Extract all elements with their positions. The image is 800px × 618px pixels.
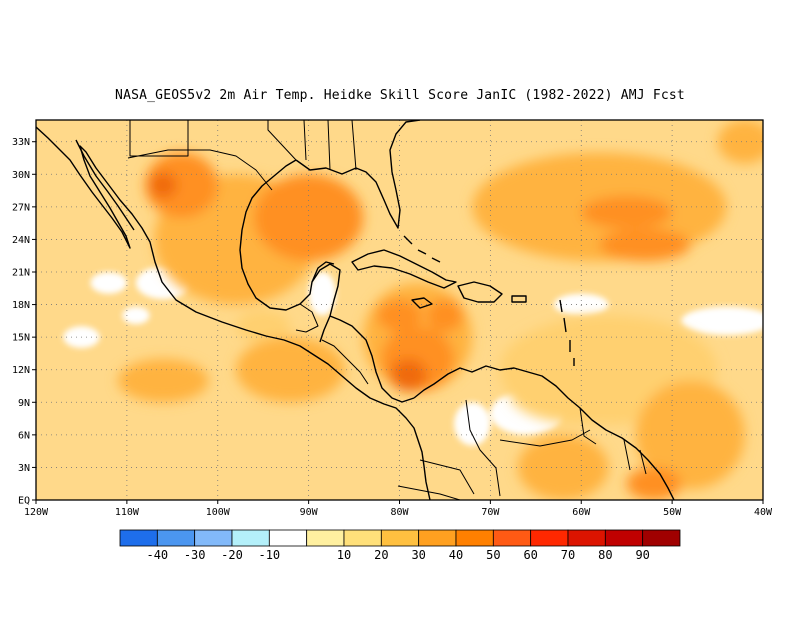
colorbar-label: 80 xyxy=(598,548,612,562)
skill-patch-6 xyxy=(235,337,345,403)
colorbar-swatch xyxy=(567,529,606,547)
colorbar-label: 40 xyxy=(449,548,463,562)
cuba xyxy=(351,249,457,289)
x-axis: 120W 110W 100W 90W 80W 70W 60W 50W 40W xyxy=(24,500,773,518)
lesser-antilles xyxy=(559,299,575,366)
y-tick-label: 24N xyxy=(12,235,30,246)
x-tick-label: 90W xyxy=(300,507,319,518)
yucatan-coast xyxy=(311,261,335,283)
low-skill-patch-4 xyxy=(454,402,491,446)
colorbar-label: 50 xyxy=(486,548,500,562)
colorbar-swatch xyxy=(119,529,158,547)
jamaica xyxy=(411,297,433,309)
gulf-of-california-coast xyxy=(75,139,135,231)
colorbar-label: -10 xyxy=(258,548,280,562)
y-tick-label: 6N xyxy=(18,430,30,441)
puerto-rico xyxy=(511,295,527,303)
y-tick-label: 27N xyxy=(12,202,30,213)
colorbar-swatch xyxy=(194,529,233,547)
colorbar: -40 -30 -20 -10 10 20 30 40 50 60 70 80 90 xyxy=(119,529,681,562)
low-skill-patch-2 xyxy=(308,272,336,316)
x-tick-label: 120W xyxy=(24,507,49,518)
x-tick-label: 100W xyxy=(206,507,231,518)
colorbar-swatch xyxy=(156,529,196,547)
colorbar-swatch xyxy=(380,529,420,547)
colorbar-label: -40 xyxy=(146,548,168,562)
skill-patch-8 xyxy=(154,206,227,272)
colorbar-swatch xyxy=(231,529,270,547)
colorbar-swatch xyxy=(343,529,382,547)
skill-patch-13 xyxy=(145,152,218,218)
country-borders xyxy=(127,120,647,500)
x-tick-label: 60W xyxy=(572,507,591,518)
colorbar-label: -20 xyxy=(221,548,243,562)
x-tick-label: 50W xyxy=(663,507,682,518)
skill-patch-20 xyxy=(149,172,177,199)
colorbar-label: -30 xyxy=(184,548,206,562)
colorbar-swatch xyxy=(604,529,644,547)
colorbar-label: 70 xyxy=(561,548,575,562)
y-tick-label: 15N xyxy=(12,333,30,344)
y-tick-label: 33N xyxy=(12,137,30,148)
y-tick-label: 3N xyxy=(18,463,30,474)
y-tick-label: 12N xyxy=(12,365,30,376)
colorbar-swatch xyxy=(418,529,457,547)
skill-patch-19 xyxy=(626,467,682,500)
hispaniola xyxy=(457,281,503,303)
y-axis: EQ 3N 6N 9N 12N 15N 18N 21N 24N 27N 30N 33N xyxy=(12,137,36,507)
y-tick-label: 30N xyxy=(12,170,30,181)
skill-patch-21 xyxy=(390,358,427,392)
bahamas xyxy=(403,235,441,263)
skill-patch-10 xyxy=(635,380,745,490)
colorbar-label: 60 xyxy=(523,548,537,562)
skill-patch-1 xyxy=(508,358,654,424)
map-title: NASA_GEOS5v2 2m Air Temp. Heidke Skill S… xyxy=(115,88,685,103)
colorbar-label: 30 xyxy=(411,548,425,562)
skill-patch-9 xyxy=(517,434,609,500)
low-skill-patch-8 xyxy=(122,306,150,325)
colorbar-swatch xyxy=(268,529,308,547)
colorbar-label: 20 xyxy=(374,548,388,562)
south-america-coast xyxy=(413,365,675,500)
y-tick-label: 21N xyxy=(12,268,30,279)
gridlines xyxy=(36,120,763,500)
low-skill-patch-1 xyxy=(90,272,127,294)
colorbar-swatch xyxy=(492,529,532,547)
x-tick-label: 70W xyxy=(481,507,500,518)
skill-patch-2 xyxy=(235,310,291,343)
y-tick-label: 18N xyxy=(12,300,30,311)
x-tick-label: 80W xyxy=(390,507,409,518)
skill-patch-17 xyxy=(581,196,673,229)
x-tick-label: 110W xyxy=(115,507,140,518)
us-gulf-coast xyxy=(295,120,421,229)
colorbar-swatch xyxy=(530,529,569,547)
plot-area xyxy=(36,120,763,500)
skill-patch-7 xyxy=(117,358,209,403)
pacific-coastline xyxy=(36,126,431,500)
colorbar-swatch xyxy=(306,529,345,547)
colorbar-label: 10 xyxy=(337,548,351,562)
colorbar-swatch xyxy=(642,529,681,547)
caribbean-coast xyxy=(329,315,415,403)
low-skill-patch-5 xyxy=(681,306,763,335)
colorbar-swatch xyxy=(455,529,494,547)
skill-patch-16 xyxy=(426,299,464,332)
y-tick-label: 9N xyxy=(18,398,30,409)
skill-patch-18 xyxy=(599,228,691,262)
gulf-of-mexico-coast xyxy=(239,159,341,343)
colorbar-label: 90 xyxy=(635,548,649,562)
coastlines xyxy=(36,120,675,500)
y-tick-label: EQ xyxy=(18,496,30,507)
x-tick-label: 40W xyxy=(754,507,773,518)
skill-patch-11 xyxy=(717,120,763,164)
